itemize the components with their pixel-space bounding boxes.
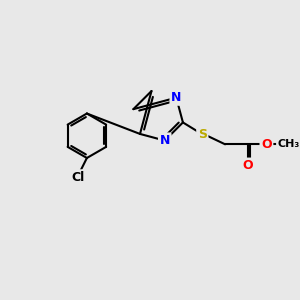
Text: O: O [261,138,272,151]
Text: S: S [198,128,207,141]
Text: N: N [171,91,181,104]
Text: O: O [243,159,253,172]
Text: CH₃: CH₃ [278,139,300,149]
Text: N: N [160,134,170,147]
Text: Cl: Cl [72,171,85,184]
